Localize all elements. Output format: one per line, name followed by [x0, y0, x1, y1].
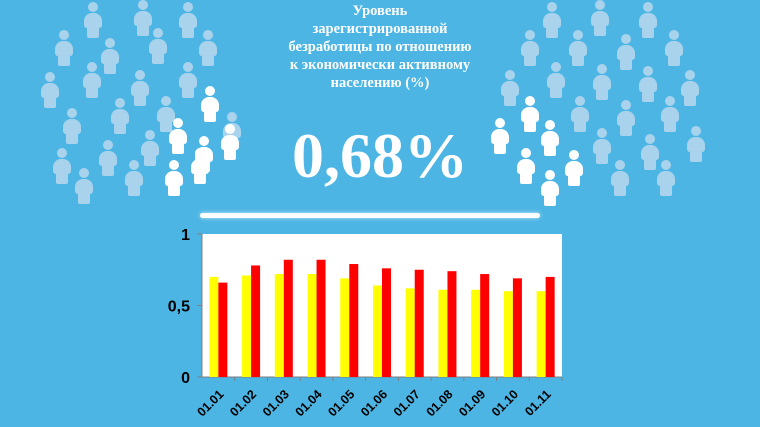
bar-series-2 — [283, 259, 293, 377]
person-icon — [490, 118, 510, 154]
person-icon — [52, 148, 72, 184]
x-tick-label: 01.06 — [358, 387, 390, 419]
person-icon — [140, 130, 160, 166]
person-icon — [546, 62, 566, 98]
person-icon — [540, 170, 560, 206]
bar-series-1 — [274, 274, 284, 377]
person-icon — [638, 66, 658, 102]
bar-series-1 — [340, 278, 350, 377]
person-icon — [110, 98, 130, 134]
bar-series-2 — [251, 265, 261, 377]
y-tick-label: 0 — [181, 370, 190, 387]
person-icon — [164, 160, 184, 196]
person-icon — [592, 128, 612, 164]
person-icon — [98, 140, 118, 176]
person-icon — [62, 108, 82, 144]
person-icon — [220, 124, 240, 160]
bar-series-2 — [382, 268, 391, 377]
divider-line — [200, 213, 540, 218]
bar-series-1 — [209, 276, 219, 377]
person-icon — [686, 126, 706, 162]
x-tick-label: 01.05 — [325, 387, 357, 419]
bar-series-1 — [438, 289, 448, 377]
bar-series-2 — [316, 259, 326, 377]
x-tick-label: 01.03 — [260, 387, 292, 419]
x-tick-label: 01.10 — [489, 387, 521, 419]
person-icon — [148, 28, 168, 64]
person-icon — [638, 2, 658, 38]
x-tick-label: 01.04 — [293, 387, 325, 419]
bar-series-2 — [545, 276, 555, 377]
y-tick-label: 1 — [181, 227, 190, 244]
x-tick-label: 01.08 — [424, 387, 456, 419]
bar-series-2 — [349, 264, 359, 377]
bar-series-2 — [512, 278, 522, 377]
person-icon — [656, 160, 676, 196]
person-icon — [500, 70, 520, 106]
bar-series-2 — [218, 282, 228, 377]
bar-series-2 — [414, 269, 424, 377]
people-illustration-right — [480, 0, 720, 206]
person-icon — [194, 136, 214, 172]
person-icon — [660, 96, 680, 132]
person-icon — [520, 30, 540, 66]
person-icon — [200, 86, 220, 122]
person-icon — [133, 0, 153, 36]
person-icon — [542, 2, 562, 38]
person-icon — [520, 96, 540, 132]
person-icon — [178, 2, 198, 38]
bar-series-1 — [471, 289, 481, 377]
bar-series-2 — [480, 274, 490, 377]
people-illustration-left — [40, 0, 260, 204]
person-icon — [616, 100, 636, 136]
person-icon — [156, 96, 176, 132]
person-icon — [564, 150, 584, 186]
person-icon — [100, 38, 120, 74]
bar-series-1 — [242, 275, 252, 377]
chart-title: Уровень зарегистрированной безработицы п… — [288, 3, 472, 91]
person-icon — [124, 160, 144, 196]
bar-series-2 — [447, 271, 457, 377]
bar-series-1 — [536, 291, 546, 377]
bar-series-1 — [373, 285, 382, 377]
person-icon — [590, 0, 610, 36]
person-icon — [198, 30, 218, 66]
x-tick-label: 01.11 — [522, 387, 554, 419]
person-icon — [82, 62, 102, 98]
person-icon — [83, 2, 103, 38]
person-icon — [40, 72, 60, 108]
person-icon — [610, 160, 630, 196]
person-icon — [540, 120, 560, 156]
current-rate-value: 0,68% — [292, 120, 468, 191]
y-tick-label: 0,5 — [168, 299, 190, 316]
bar-series-1 — [503, 291, 513, 377]
x-tick-label: 01.09 — [456, 387, 488, 419]
person-icon — [640, 134, 660, 170]
x-tick-label: 01.07 — [391, 387, 423, 419]
person-icon — [570, 96, 590, 132]
person-icon — [616, 34, 636, 70]
bar-series-1 — [307, 274, 317, 377]
person-icon — [680, 70, 700, 106]
person-icon — [592, 64, 612, 100]
person-icon — [178, 62, 198, 98]
x-tick-label: 01.02 — [227, 387, 259, 419]
bar-series-1 — [405, 288, 415, 377]
person-icon — [54, 30, 74, 66]
bar-chart: 0 0,5 1 01.01 01.02 01.03 01.04 01.05 01.06 01.07… — [168, 227, 563, 419]
person-icon — [516, 148, 536, 184]
person-icon — [568, 30, 588, 66]
person-icon — [664, 30, 684, 66]
x-tick-label: 01.01 — [194, 387, 226, 419]
person-icon — [168, 118, 188, 154]
person-icon — [74, 168, 94, 204]
person-icon — [130, 70, 150, 106]
